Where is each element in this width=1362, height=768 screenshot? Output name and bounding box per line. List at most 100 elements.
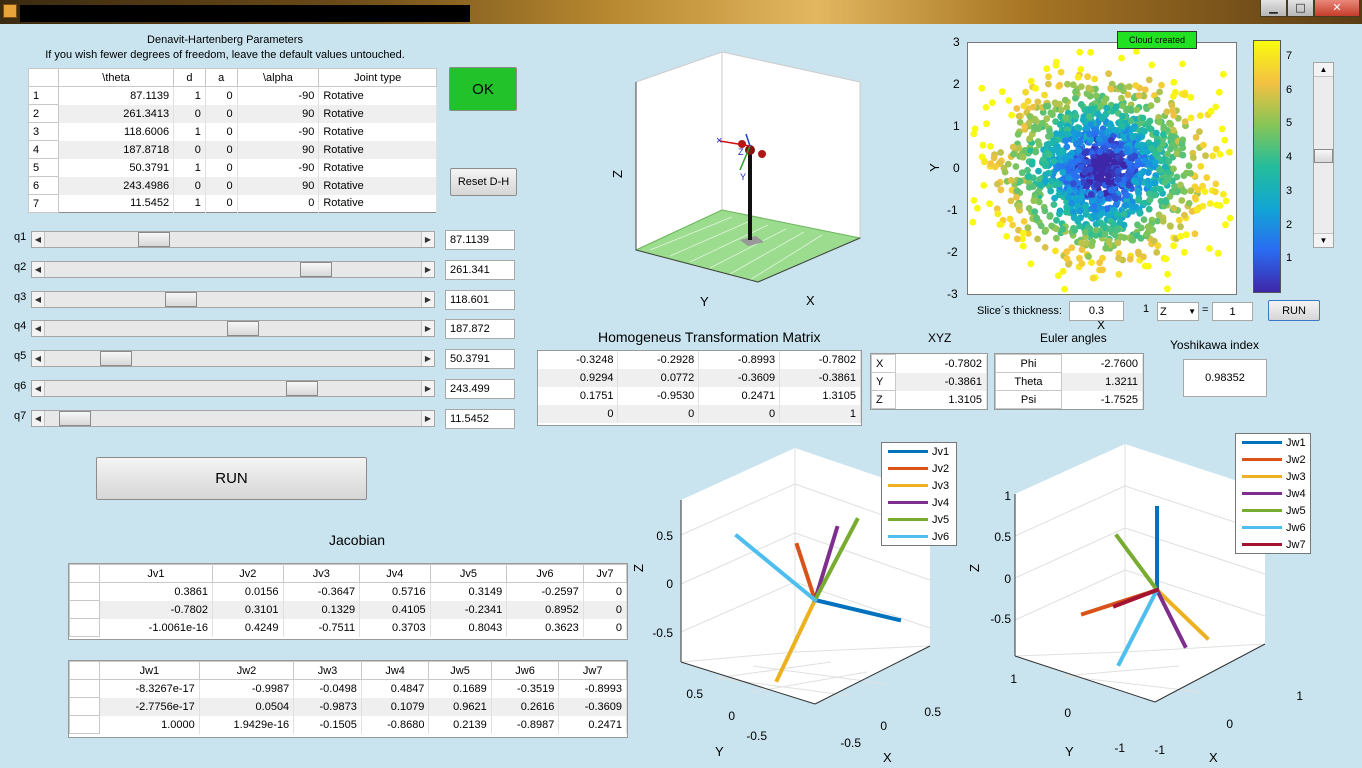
jv-cell[interactable]: 0.0156 xyxy=(212,582,284,601)
jv-cell[interactable]: 0.4249 xyxy=(212,618,284,637)
htm-cell[interactable]: -0.3248 xyxy=(538,351,619,369)
dh-cell[interactable]: 261.3413 xyxy=(58,104,175,123)
jv-cell[interactable]: -1.0061e-16 xyxy=(99,618,213,637)
slider-thumb[interactable] xyxy=(299,261,332,277)
dh-cell[interactable]: -90 xyxy=(237,122,320,141)
maximize-button[interactable]: □ xyxy=(1287,0,1314,17)
dh-cell[interactable]: 0 xyxy=(205,86,238,105)
slider-value-q5[interactable]: 50.3791 xyxy=(445,349,515,370)
slider-left-arrow-icon[interactable]: ◀ xyxy=(32,232,45,247)
jw-cell[interactable]: -0.0498 xyxy=(293,679,362,698)
slice-thickness-input[interactable]: 0.3 xyxy=(1069,301,1124,321)
jw-cell[interactable]: -2.7756e-17 xyxy=(99,697,200,716)
dh-row[interactable]: 3 118.6006 1 0 -90 Rotative xyxy=(28,122,437,141)
dh-cell[interactable]: 1 xyxy=(173,122,206,141)
htm-cell[interactable]: 0.0772 xyxy=(617,369,700,387)
dh-cell[interactable]: Rotative xyxy=(318,194,437,213)
dh-cell[interactable]: Rotative xyxy=(318,86,437,105)
minimize-button[interactable]: ▁ xyxy=(1260,0,1287,17)
dh-cell[interactable]: 0 xyxy=(205,104,238,123)
slider-right-arrow-icon[interactable]: ▶ xyxy=(421,381,434,396)
dh-cell[interactable]: -90 xyxy=(237,158,320,177)
jv-cell[interactable]: -0.3647 xyxy=(283,582,361,601)
ok-button[interactable]: OK xyxy=(449,67,517,111)
htm-cell[interactable]: -0.7802 xyxy=(779,351,861,369)
scroll-thumb[interactable] xyxy=(1314,149,1333,163)
dh-row[interactable]: 7 11.5452 1 0 0 Rotative xyxy=(28,194,437,213)
htm-cell[interactable]: -0.2928 xyxy=(617,351,700,369)
slider-q3[interactable]: ◀ ▶ xyxy=(31,290,435,308)
jv-cell[interactable]: -0.7802 xyxy=(99,600,213,619)
slider-thumb[interactable] xyxy=(227,321,260,337)
dh-cell[interactable]: Rotative xyxy=(318,140,437,159)
slider-thumb[interactable] xyxy=(58,410,91,426)
jw-cell[interactable]: 0.1079 xyxy=(361,697,430,716)
jw-cell[interactable]: -0.3609 xyxy=(558,697,627,716)
jw-cell[interactable]: 0.2139 xyxy=(428,715,492,734)
slider-q7[interactable]: ◀ ▶ xyxy=(31,409,435,427)
dh-cell[interactable]: 0 xyxy=(173,140,206,159)
jv-cell[interactable]: 0.8952 xyxy=(506,600,584,619)
xyz-table[interactable]: X -0.7802 Y -0.3861 Z 1.3105 xyxy=(871,354,987,409)
dh-cell[interactable]: 87.1139 xyxy=(58,86,175,105)
jw-cell[interactable]: 1.0000 xyxy=(99,715,200,734)
jw-cell[interactable]: -0.8993 xyxy=(558,679,627,698)
htm-cell[interactable]: 1 xyxy=(779,405,861,423)
slider-right-arrow-icon[interactable]: ▶ xyxy=(421,232,434,247)
axis-value-input[interactable]: 1 xyxy=(1212,302,1253,321)
jw-cell[interactable]: -0.9873 xyxy=(293,697,362,716)
slider-left-arrow-icon[interactable]: ◀ xyxy=(32,291,45,307)
htm-cell[interactable]: -0.9530 xyxy=(617,387,700,405)
jw-cell[interactable]: -0.8987 xyxy=(491,715,560,734)
jv-cell[interactable]: 0.3149 xyxy=(430,582,508,601)
reset-dh-button[interactable]: Reset D-H xyxy=(450,168,517,196)
euler-value[interactable]: -1.7525 xyxy=(1061,390,1143,409)
jv-cell[interactable]: 0.3703 xyxy=(359,618,431,637)
euler-table[interactable]: Phi -2.7600 Theta 1.3211 Psi -1.7525 xyxy=(995,354,1143,409)
jv-cell[interactable]: 0.3623 xyxy=(506,618,584,637)
jv-table[interactable]: Jv1 Jv2 Jv3 Jv4 Jv5 Jv6 Jv7 0.3861 0.0156 -0.3647… xyxy=(69,564,627,637)
jw-cell[interactable]: -0.3519 xyxy=(491,679,560,698)
jw-cell[interactable]: 0.4847 xyxy=(361,679,430,698)
jv-cell[interactable]: 0.3101 xyxy=(212,600,284,619)
slider-value-q3[interactable]: 118.601 xyxy=(445,289,515,310)
htm-cell[interactable]: 0 xyxy=(617,405,700,423)
htm-table[interactable]: -0.3248 -0.2928 -0.8993 -0.7802 0.9294 0.0772… xyxy=(538,351,861,423)
dh-cell[interactable]: 90 xyxy=(237,104,320,123)
dh-row[interactable]: 6 243.4986 0 0 90 Rotative xyxy=(28,176,437,195)
slider-value-q6[interactable]: 243.499 xyxy=(445,379,515,399)
htm-cell[interactable]: -0.3861 xyxy=(779,369,861,387)
dh-row[interactable]: 4 187.8718 0 0 90 Rotative xyxy=(28,140,437,159)
dh-cell[interactable]: 90 xyxy=(237,176,320,195)
htm-cell[interactable]: 0 xyxy=(698,405,781,423)
jv-cell[interactable]: 0.4105 xyxy=(359,600,431,619)
xyz-value[interactable]: -0.7802 xyxy=(895,354,987,373)
jv-cell[interactable]: -0.7511 xyxy=(283,618,361,637)
slider-right-arrow-icon[interactable]: ▶ xyxy=(421,261,434,277)
jw-cell[interactable]: 0.2471 xyxy=(558,715,627,734)
htm-cell[interactable]: -0.8993 xyxy=(698,351,781,369)
close-button[interactable]: ✕ xyxy=(1314,0,1360,17)
dh-row[interactable]: 5 50.3791 1 0 -90 Rotative xyxy=(28,158,437,177)
dh-cell[interactable]: 50.3791 xyxy=(58,158,175,177)
dh-cell[interactable]: 118.6006 xyxy=(58,122,175,141)
jv-cell[interactable]: 0.3861 xyxy=(99,582,213,601)
slider-value-q4[interactable]: 187.872 xyxy=(445,319,515,340)
slider-right-arrow-icon[interactable]: ▶ xyxy=(421,321,434,337)
slider-q2[interactable]: ◀ ▶ xyxy=(31,260,435,278)
dh-cell[interactable]: -90 xyxy=(237,86,320,105)
dh-cell[interactable]: Rotative xyxy=(318,176,437,195)
jv-cell[interactable]: 0.5716 xyxy=(359,582,431,601)
dh-cell[interactable]: 0 xyxy=(205,122,238,141)
slider-right-arrow-icon[interactable]: ▶ xyxy=(421,291,434,307)
dh-table[interactable]: \theta d a \alpha Joint type 1 87.1139 1 0 -90 Ro… xyxy=(28,68,437,213)
scroll-down-arrow-icon[interactable]: ▼ xyxy=(1314,233,1333,247)
slider-thumb[interactable] xyxy=(137,232,170,247)
jv-cell[interactable]: 0 xyxy=(583,600,627,619)
cloud-scatter-plot[interactable] xyxy=(967,42,1237,295)
jw-cell[interactable]: 1.9429e-16 xyxy=(199,715,295,734)
dh-cell[interactable]: 243.4986 xyxy=(58,176,175,195)
slider-value-q1[interactable]: 87.1139 xyxy=(445,230,515,250)
jw-cell[interactable]: -8.3267e-17 xyxy=(99,679,200,698)
dh-cell[interactable]: Rotative xyxy=(318,122,437,141)
